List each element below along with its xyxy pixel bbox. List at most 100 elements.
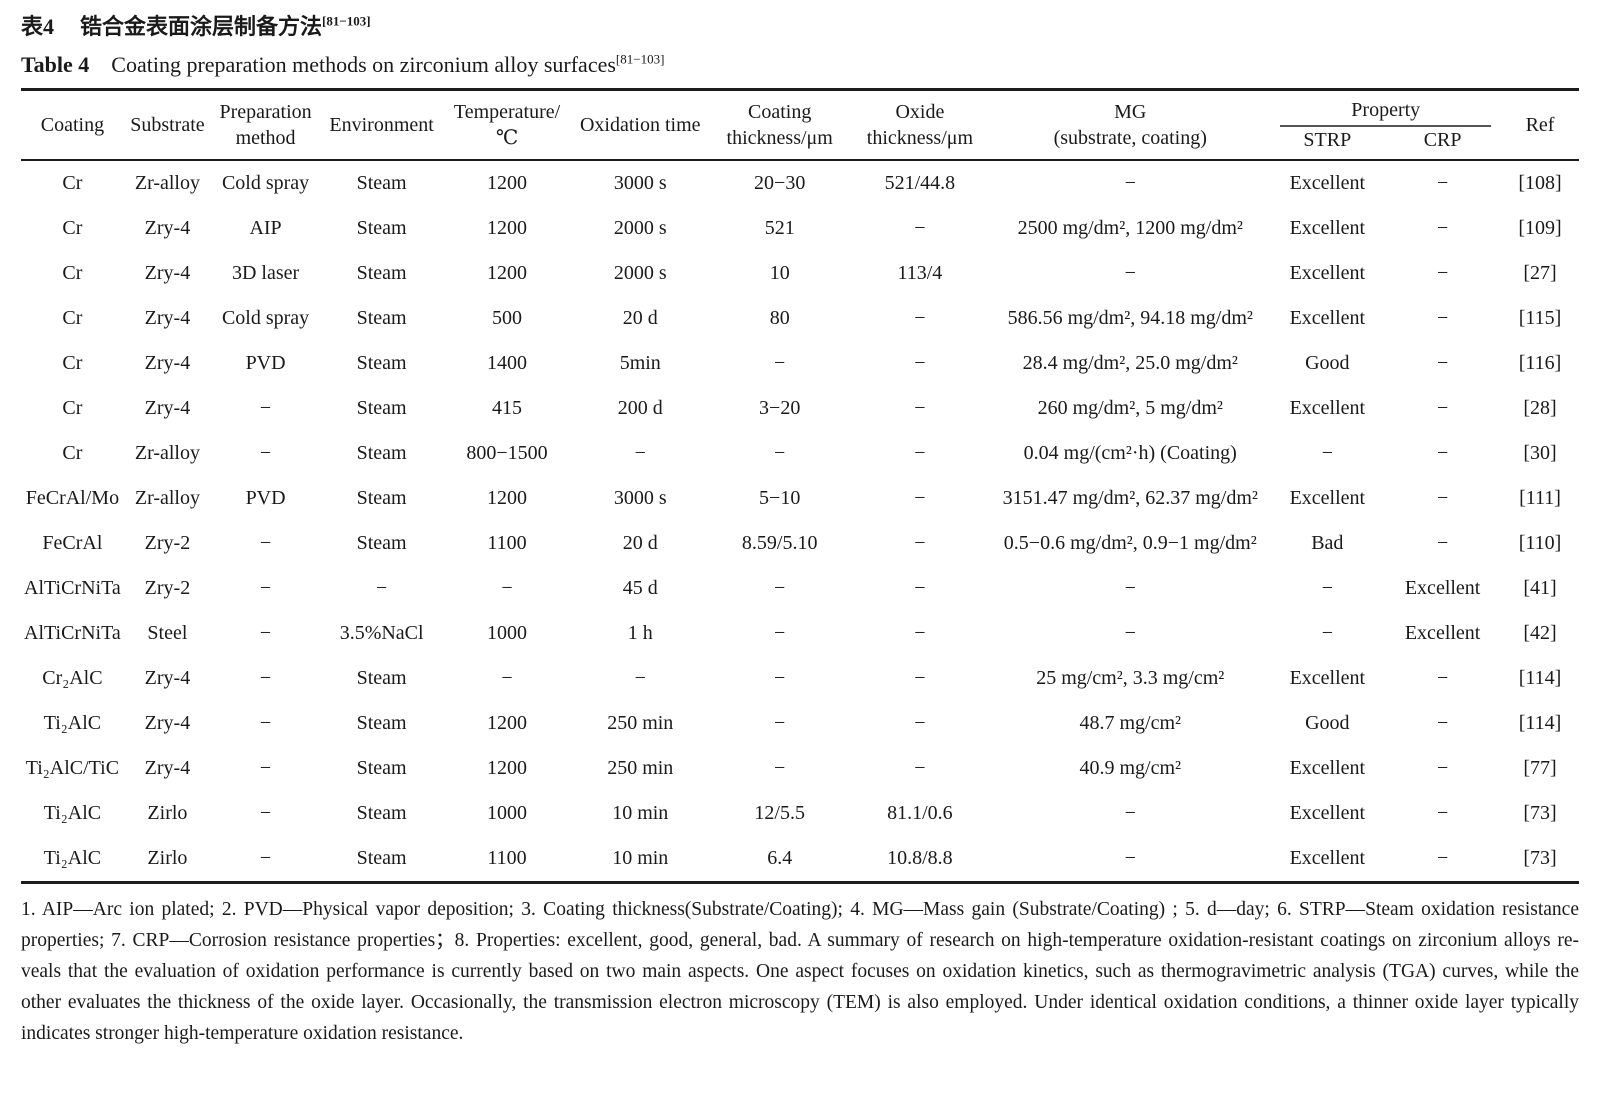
- table-cell: [77]: [1523, 757, 1557, 779]
- table-cell: 6.4: [767, 847, 793, 869]
- table-footnote: 1. AIP—Arc ion plated; 2. PVD—Physical v…: [21, 894, 1579, 1049]
- footnote-line: other evaluates the thickness of the oxi…: [21, 992, 1579, 1013]
- table-cell: 80: [769, 307, 790, 329]
- table-cell: −: [914, 307, 926, 329]
- table-cell: −: [634, 442, 646, 464]
- table-cell: Zry-4: [144, 262, 191, 284]
- table-cell: −: [259, 622, 272, 644]
- table-cell: 1000: [487, 802, 528, 824]
- table-cell: 45 d: [622, 577, 658, 599]
- table-cell: [114]: [1518, 667, 1562, 689]
- table-cell: Excellent: [1289, 397, 1366, 419]
- header-coating: Coating: [21, 89, 124, 161]
- table-cell: Zirlo: [147, 802, 188, 824]
- table-cell: 5min: [619, 352, 661, 374]
- table-cell: Zr-alloy: [134, 442, 200, 464]
- table-cell: [30]: [1523, 442, 1557, 464]
- table-cell: 1100: [487, 532, 527, 554]
- table-cell: Zry-4: [144, 217, 191, 239]
- table-cell: FeCrAl/Mo: [25, 487, 120, 509]
- table-cell: −: [259, 757, 272, 779]
- table-cell: −: [1124, 802, 1136, 824]
- table-cell: −: [774, 667, 786, 689]
- table-cell: 20 d: [622, 307, 658, 329]
- table-row: Ti₂AlC/TiC Zry-4 − Steam 1200 250 min − − 40.9 m…: [21, 746, 1579, 791]
- table-cell: [114]: [1518, 712, 1562, 734]
- table-cell: −: [259, 802, 272, 824]
- table-cell: Cr: [62, 172, 83, 194]
- table-cell: 20−30: [754, 172, 806, 194]
- table-row: Cr Zry-4 AIP Steam 1200 2000 s 521 − 2500 mg/dm²…: [21, 206, 1579, 251]
- table-cell: −: [1124, 172, 1136, 194]
- table-cell: 521/44.8: [884, 172, 956, 194]
- table-cell: FeCrAl: [42, 532, 103, 554]
- table-cell: Excellent: [1289, 307, 1366, 329]
- table-cell: −: [914, 442, 926, 464]
- table-cell: −: [1436, 172, 1449, 194]
- table-cell: −: [1436, 397, 1449, 419]
- table-cell: 3D laser: [231, 262, 300, 284]
- table-cell: 250 min: [607, 712, 674, 734]
- table-cell: Good: [1305, 352, 1350, 374]
- table-cell: −: [1436, 217, 1449, 239]
- table-cell: 48.7 mg/cm²: [1079, 712, 1182, 734]
- header-mg: MG (substrate, coating): [990, 89, 1271, 161]
- table-cell: 1100: [487, 847, 527, 869]
- table-cell: 0.04 mg/(cm²·h) (Coating): [1023, 442, 1237, 464]
- table-cell: Excellent: [1289, 217, 1366, 239]
- table-cell: −: [774, 442, 786, 464]
- table-number-cn: 表4: [21, 14, 55, 39]
- citation-superscript-en: [81−103]: [615, 51, 665, 67]
- table-cell: 10: [769, 262, 790, 284]
- header-strp: STRP: [1270, 127, 1385, 161]
- table-cell: Zry-4: [144, 307, 191, 329]
- table-cell: [73]: [1523, 847, 1557, 869]
- table-cell: 3000 s: [613, 172, 667, 194]
- table-cell: Excellent: [1289, 487, 1366, 509]
- table-cell: Steam: [356, 487, 407, 509]
- table-caption-en: Coating preparation methods on zirconium…: [111, 52, 616, 77]
- table-cell: −: [1436, 307, 1449, 329]
- table-cell: AlTiCrNiTa: [24, 622, 121, 644]
- table-row: Ti₂AlC Zirlo − Steam 1100 10 min 6.4 10.8/8.8 − E…: [21, 836, 1579, 883]
- table-cell: 1400: [487, 352, 528, 374]
- table-cell: 81.1/0.6: [887, 802, 953, 824]
- table-cell: −: [501, 577, 513, 599]
- table-cell: −: [1124, 622, 1136, 644]
- citation-superscript-cn: [81−103]: [322, 13, 371, 29]
- table-row: Cr Zry-4 Cold spray Steam 500 20 d 80 − 586.56 m…: [21, 296, 1579, 341]
- table-cell: Cr: [62, 442, 83, 464]
- table-cell: −: [914, 217, 926, 239]
- table-cell: 1200: [487, 172, 528, 194]
- header-coating-thickness: Coating thickness/μm: [709, 89, 850, 161]
- table-cell: 8.59/5.10: [741, 532, 818, 554]
- table-cell: Zry-4: [144, 667, 191, 689]
- table-cell: Excellent: [1289, 172, 1366, 194]
- table-cell: Excellent: [1404, 577, 1481, 599]
- table-cell: 3000 s: [613, 487, 667, 509]
- table-row: Cr₂AlC Zry-4 − Steam − − − − 25 mg/cm², 3.3 mg/c…: [21, 656, 1579, 701]
- table-cell: Steam: [356, 757, 407, 779]
- footnote-line: veals that the evaluation of oxidation p…: [21, 961, 1579, 982]
- table-cell: Steam: [356, 397, 407, 419]
- table-title-english: Table 4 Coating preparation methods on zi…: [21, 50, 1579, 80]
- table-cell: Steam: [356, 847, 407, 869]
- table-cell: −: [914, 352, 926, 374]
- table-cell: 3−20: [759, 397, 801, 419]
- table-cell: [28]: [1523, 397, 1557, 419]
- table-cell: Steam: [356, 217, 407, 239]
- table-cell: 12/5.5: [754, 802, 805, 824]
- table-cell: −: [634, 667, 646, 689]
- table-cell: Steam: [356, 262, 407, 284]
- table-row: FeCrAl/Mo Zr-alloy PVD Steam 1200 3000 s 5−10 −…: [21, 476, 1579, 521]
- table-cell: 415: [492, 397, 523, 419]
- table-cell: −: [259, 712, 272, 734]
- table-cell: Steam: [356, 667, 407, 689]
- footnote-line: properties; 7. CRP—Corrosion resistance …: [21, 930, 1579, 951]
- table-cell: 2000 s: [613, 262, 667, 284]
- table-cell: 260 mg/dm², 5 mg/dm²: [1037, 397, 1223, 419]
- table-cell: −: [914, 757, 926, 779]
- table-cell: PVD: [245, 487, 286, 509]
- table-cell: 500: [492, 307, 523, 329]
- table-cell: −: [914, 397, 926, 419]
